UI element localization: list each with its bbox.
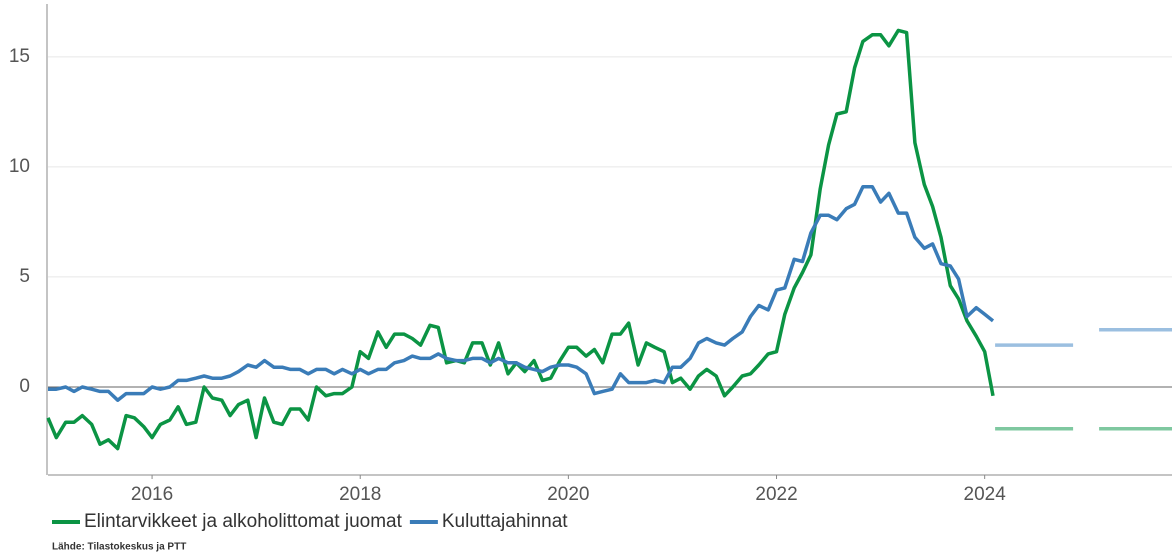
legend-label: Kuluttajahinnat: [442, 511, 568, 532]
y-tick-label: 0: [19, 376, 30, 397]
legend-label: Elintarvikkeet ja alkoholittomat juomat: [84, 511, 403, 532]
y-tick-label: 15: [9, 46, 30, 67]
line-series: [48, 184, 995, 402]
x-tick-label: 2018: [339, 484, 381, 505]
x-tick-label: 2024: [964, 484, 1007, 505]
y-tick-label: 5: [19, 266, 30, 287]
line-series: [46, 28, 995, 451]
source-note: Lähde: Tilastokeskus ja PTT: [52, 542, 186, 553]
x-tick-label: 2016: [131, 484, 173, 505]
x-tick-label: 2022: [755, 484, 797, 505]
y-tick-label: 10: [9, 156, 30, 177]
x-tick-label: 2020: [547, 484, 589, 505]
